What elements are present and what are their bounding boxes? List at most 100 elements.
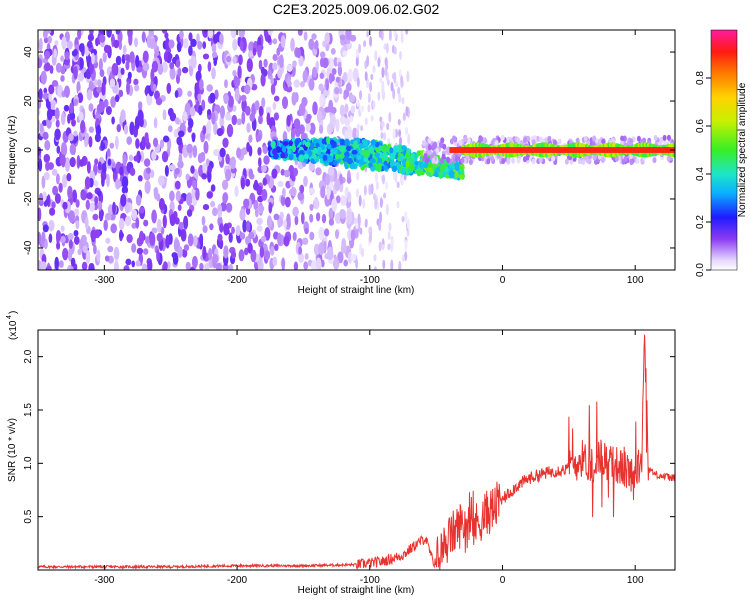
spectrogram-cell [501, 158, 506, 164]
spectrogram-cell [217, 233, 223, 242]
spectrogram-cell [273, 213, 280, 221]
spectrogram-cell [165, 234, 170, 249]
spectrogram-cell [257, 157, 262, 168]
spectrogram-cell [41, 175, 46, 189]
spectrogram-cell [82, 245, 88, 254]
spectrogram-cell [370, 115, 374, 122]
spectrogram-cell [86, 161, 91, 174]
spectrogram-cell [439, 166, 445, 172]
spectrogram-cell [188, 45, 193, 56]
spectrogram-cell [344, 138, 350, 147]
spectrogram-cell [254, 208, 259, 218]
spectrogram-cell [107, 245, 114, 253]
spectrogram-cell [376, 157, 383, 165]
spectrogram-cell [253, 179, 259, 190]
spectrogram-cell [350, 253, 357, 262]
x-tick-label: 100 [627, 275, 644, 286]
spectrogram-cell [303, 153, 310, 160]
spectrogram-cell [169, 213, 176, 227]
spectrogram-cell [368, 184, 372, 196]
spectrogram-cell [212, 253, 219, 264]
spectrogram-cell [270, 77, 275, 85]
spectrogram-cell [321, 138, 327, 145]
colorbar-tick-label: 0.4 [695, 167, 706, 181]
spectrogram-cell [397, 118, 401, 126]
spectrogram-cell [41, 119, 48, 127]
spectrogram-cell [43, 200, 48, 207]
spectrogram-cell [133, 78, 139, 86]
spectrogram-cell [390, 81, 394, 92]
spectrogram-cell [309, 187, 315, 195]
spectrogram-cell [248, 231, 255, 239]
spectrogram-cell [662, 134, 667, 141]
spectrogram-cell [261, 97, 266, 108]
spectrogram-cell [358, 43, 362, 54]
spectrogram-cell [178, 221, 185, 230]
spectrogram-cell [94, 195, 99, 206]
spectrogram-cell [314, 39, 319, 50]
spectrogram-cell [177, 130, 185, 138]
spectrogram-cell [358, 194, 362, 207]
spectrogram-cell [385, 203, 389, 216]
spectrogram-cell [600, 157, 605, 164]
spectrogram-cell [115, 55, 122, 66]
spectrogram-cell [401, 216, 405, 223]
spectrogram-x-ticks: -300 -200 -100 0 100 [94, 30, 644, 286]
spectrogram-cell [247, 242, 253, 254]
spectrogram-cell [266, 215, 273, 229]
spectrogram-cell [126, 81, 130, 95]
spectrogram-cell [195, 187, 200, 201]
spectrogram-cell [162, 135, 170, 143]
spectrogram-cell [466, 137, 471, 144]
spectrogram-cell [359, 227, 363, 235]
spectrogram-cell [350, 229, 356, 242]
spectrogram-cell [400, 75, 404, 84]
spectrogram-cell [202, 53, 210, 60]
spectrogram-cell [263, 155, 270, 165]
spectrogram-cell [274, 243, 279, 252]
spectrogram-cell [47, 35, 52, 44]
spectrogram-cell [328, 124, 334, 133]
spectrogram-cell [73, 98, 79, 106]
spectrogram-cell [298, 246, 303, 255]
spectrogram-cell [381, 86, 385, 96]
spectrogram-cell [261, 164, 267, 173]
x-tick-label: -200 [227, 275, 247, 286]
spectrogram-cell [259, 246, 265, 258]
spectrogram-cell [355, 173, 359, 180]
spectrogram-cell [236, 147, 242, 159]
spectrogram-cell [64, 158, 71, 172]
spectrogram-cell [319, 94, 324, 107]
spectrogram-cell [239, 208, 246, 221]
spectrogram-cell [363, 150, 370, 158]
spectrogram-cell [142, 50, 149, 63]
spectrogram-cell [312, 101, 318, 115]
spectrogram-cell [635, 158, 640, 164]
spectrogram-cell [272, 256, 278, 267]
spectrogram-cell [377, 57, 381, 68]
spectrogram-cell [241, 147, 248, 155]
spectrogram-cell [222, 263, 229, 270]
x-tick-label: -300 [94, 275, 114, 286]
spectrogram-cell [414, 161, 419, 166]
spectrogram-cell [76, 155, 81, 169]
spectrogram-cell [324, 253, 331, 260]
spectrogram-cell [303, 261, 309, 270]
spectrogram-cell [38, 231, 42, 245]
spectrogram-cell [88, 126, 95, 134]
spectrogram-cell [196, 33, 200, 44]
spectrogram-cell [102, 52, 107, 63]
spectrogram-cell [283, 141, 289, 146]
spectrogram-cell [577, 158, 582, 165]
spectrogram-cell [349, 34, 357, 42]
spectrogram-cell [164, 32, 169, 39]
spectrogram-cell [328, 57, 334, 71]
spectrogram-cell [208, 248, 213, 260]
spectrogram-cell [202, 245, 207, 260]
spectrogram-cell [347, 125, 352, 135]
spectrogram-cell [69, 143, 76, 156]
spectrogram-cell [86, 89, 93, 101]
spectrogram-cell [137, 175, 143, 182]
spectrogram-cell [486, 158, 491, 165]
